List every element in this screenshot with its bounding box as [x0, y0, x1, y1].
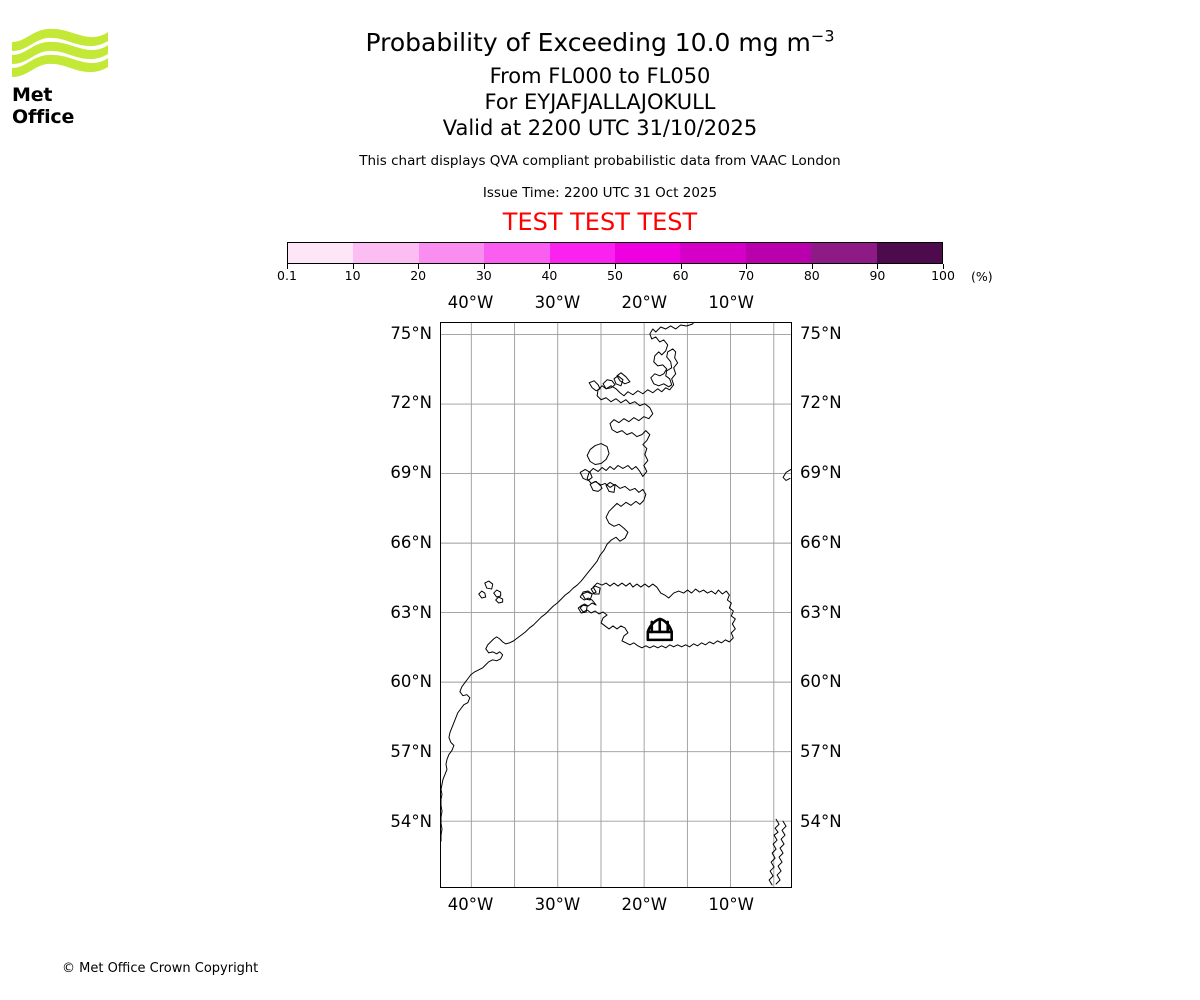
colorbar-tick-30 [483, 264, 485, 269]
colorbar-tick-40 [549, 264, 551, 269]
coastline-greenland-ne-inlet-b [613, 375, 624, 387]
colorbar-tick-label-100: 100 [931, 268, 955, 283]
colorbar-tick-label-20: 20 [410, 268, 427, 283]
lon-label-top-10°W: 10°W [708, 293, 754, 312]
colorbar-segment-8 [811, 243, 877, 263]
lon-label-bottom-40°W: 40°W [447, 895, 494, 914]
coastline-greenland-fjord-inlet-e [589, 480, 603, 492]
colorbar-segment-5 [615, 243, 681, 263]
coastline-greenland-ne-inlet-c [616, 372, 631, 385]
colorbar-unit-label: (%) [971, 269, 993, 284]
met-office-logo-text: Met Office [12, 84, 75, 128]
volcano-marker-icon [646, 617, 673, 642]
lat-label-left-63°N: 63°N [390, 602, 432, 622]
coastline-iceland [579, 582, 736, 649]
valid-time-line: Valid at 2200 UTC 31/10/2025 [442, 116, 758, 140]
test-banner: TEST TEST TEST [502, 208, 698, 236]
chart-header: Probability of Exceeding 10.0 mg m−3 Fro… [0, 0, 1200, 235]
colorbar-tick-70 [746, 264, 748, 269]
colorbar-segment-1 [353, 243, 419, 263]
coastline-iceland-westfjords-b [590, 585, 601, 595]
colorbar-tick-label-50: 50 [607, 268, 623, 283]
lat-label-left-69°N: 69°N [390, 463, 432, 483]
lon-label-top-30°W: 30°W [534, 293, 581, 312]
colorbar-segment-3 [484, 243, 550, 263]
coastline-greenland-ne-fjords [588, 380, 601, 392]
coastline-greenland-fjord-inlet-f [605, 481, 616, 493]
colorbar-tick-50 [615, 264, 616, 269]
colorbar-tick-label-0.1: 0.1 [277, 268, 297, 283]
lat-label-right-60°N: 60°N [800, 672, 842, 692]
colorbar-segment-9 [876, 243, 943, 263]
met-office-logo: Met Office [12, 26, 112, 128]
page-title-text: Probability of Exceeding 10.0 mg m [365, 28, 811, 57]
coastline-greenland-island-b [493, 589, 502, 598]
page-title: Probability of Exceeding 10.0 mg m−3 [0, 26, 1200, 57]
coastline-greenland-island-d [495, 596, 504, 604]
page-title-exponent: −3 [810, 26, 835, 46]
coastline-greenland-fjord-inlet-d [579, 468, 593, 481]
coastline-iceland-westfjords-c [577, 604, 588, 614]
coastline-greenland-east [441, 323, 694, 842]
colorbar-tick-100 [943, 264, 944, 269]
lat-label-left-75°N: 75°N [390, 323, 432, 343]
coastline-greenland-scoresby-island [586, 443, 610, 465]
issue-time: Issue Time: 2200 UTC 31 Oct 2025 [482, 185, 718, 201]
colorbar-tick-90 [877, 264, 879, 269]
coastline-greenland-island-c [478, 590, 487, 599]
map-plot-area[interactable] [440, 322, 792, 888]
colorbar-tick-60 [680, 264, 682, 269]
coastline-greenland-ne-inlet-a [602, 379, 616, 390]
colorbar-tick-label-90: 90 [869, 268, 886, 283]
coastline-ireland-nw-east [775, 820, 787, 885]
colorbar-tick-label-10: 10 [344, 268, 361, 283]
coastline-ireland-nw [768, 818, 780, 886]
colorbar-tick-axis: 0.1 10 20 30 40 50 60 70 80 90 100 [277, 264, 955, 286]
colorbar-segment-6 [680, 243, 746, 263]
copyright-notice: © Met Office Crown Copyright [62, 961, 259, 976]
colorbar-segment-2 [418, 243, 485, 263]
colorbar-tick-80 [811, 264, 813, 269]
lat-label-left-57°N: 57°N [390, 742, 432, 762]
lon-label-bottom-30°W: 30°W [534, 895, 581, 914]
colorbar-gradient [287, 242, 943, 264]
lat-label-right-63°N: 63°N [800, 602, 842, 622]
colorbar-segment-7 [745, 243, 812, 263]
qva-note: This chart displays QVA compliant probab… [359, 153, 841, 169]
lat-label-right-75°N: 75°N [800, 323, 842, 343]
lat-label-right-54°N: 54°N [800, 812, 842, 831]
colorbar-tick-label-70: 70 [738, 268, 755, 283]
coastline-greenland-island-a [484, 580, 494, 590]
flight-level-line: From FL000 to FL050 [489, 64, 711, 88]
lat-label-right-66°N: 66°N [800, 532, 842, 552]
colorbar-segment-0 [288, 243, 354, 263]
colorbar-tick-label-30: 30 [475, 268, 492, 283]
lat-label-left-54°N: 54°N [390, 812, 432, 831]
colorbar-segment-4 [549, 243, 616, 263]
lat-label-left-72°N: 72°N [390, 393, 432, 413]
map-gridlines [441, 323, 791, 887]
colorbar-tick-20 [418, 264, 420, 269]
colorbar-tick-0.1 [287, 264, 288, 269]
colorbar-tick-label-60: 60 [672, 268, 689, 283]
lon-label-top-40°W: 40°W [447, 293, 494, 312]
coastline-paths [441, 323, 791, 886]
coastline-jan-mayen [782, 468, 791, 481]
colorbar-tick-label-80: 80 [803, 268, 820, 283]
colorbar-tick-10 [352, 264, 354, 269]
probability-colorbar [287, 242, 943, 264]
colorbar-tick-label-40: 40 [541, 268, 558, 283]
lat-label-left-66°N: 66°N [390, 532, 432, 552]
coastline-iceland-westfjords-a [581, 591, 593, 601]
lon-label-bottom-20°W: 20°W [621, 895, 668, 914]
volcano-name-line: For EYJAFJALLAJOKULL [484, 90, 716, 114]
lon-label-top-20°W: 20°W [621, 293, 668, 312]
lon-label-bottom-10°W: 10°W [708, 895, 754, 914]
lat-label-right-69°N: 69°N [800, 463, 842, 483]
map-canvas [441, 323, 791, 887]
lat-label-left-60°N: 60°N [390, 672, 432, 692]
lat-label-right-57°N: 57°N [800, 742, 842, 762]
lat-label-right-72°N: 72°N [800, 393, 842, 413]
met-office-wave-icon [12, 28, 108, 77]
